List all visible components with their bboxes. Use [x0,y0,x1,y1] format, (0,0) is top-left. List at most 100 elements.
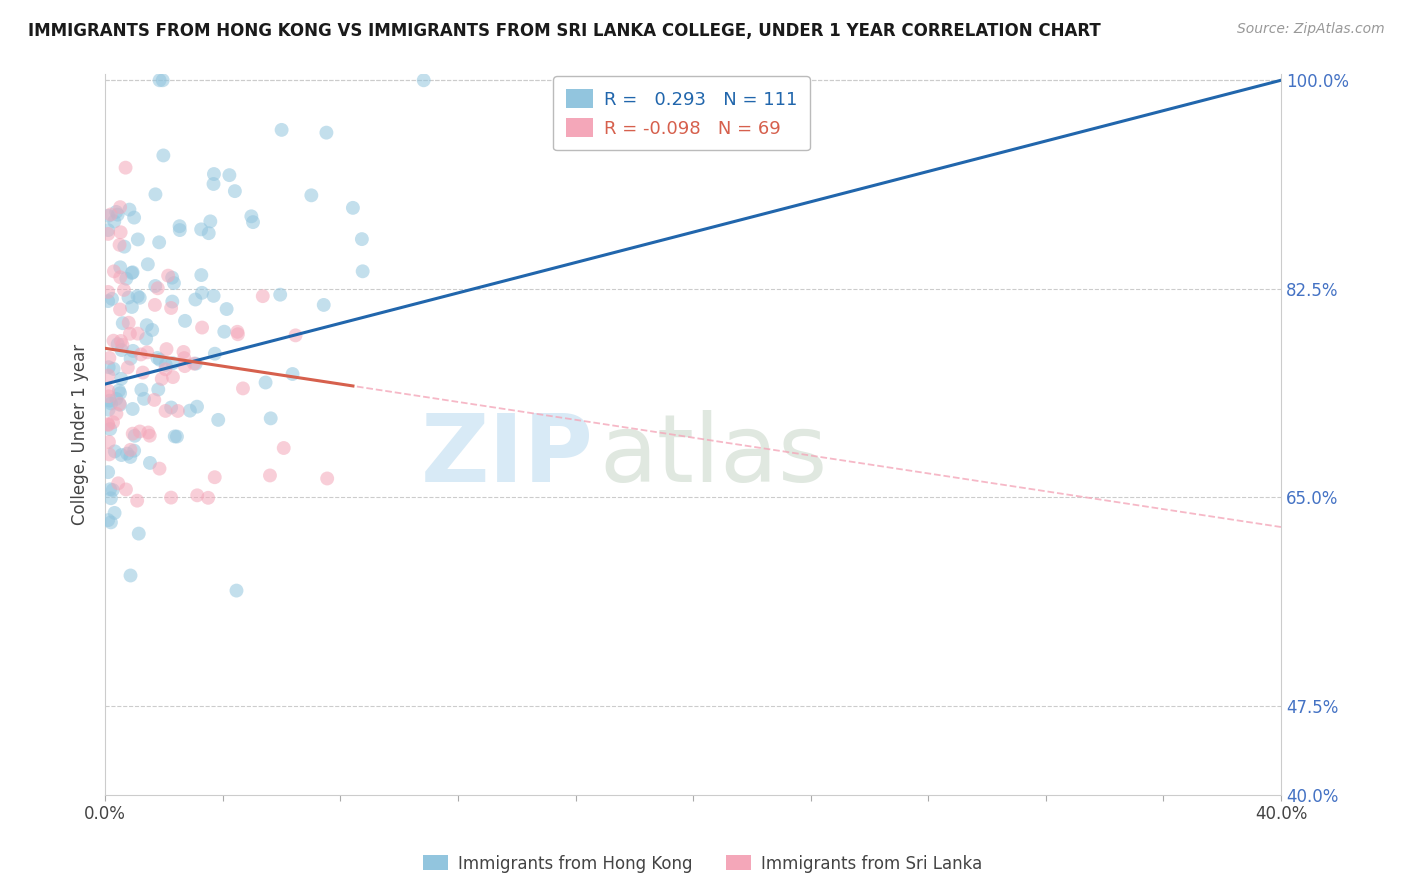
Point [136,257,159,271]
Point [108,384,131,398]
Point [225,583,247,598]
Point [152,148,174,162]
Point [101,483,124,497]
Point [186,400,208,414]
Point [97,223,120,237]
Point [202,167,225,181]
Point [100,491,122,506]
Point [179,403,201,417]
Point [226,327,249,342]
Point [107,337,129,351]
Point [120,568,142,582]
Point [204,347,226,361]
Point [100,516,122,530]
Point [136,425,159,440]
Point [98,422,121,436]
Point [183,357,205,371]
Point [105,205,128,219]
Point [108,398,131,412]
Point [146,351,169,365]
Point [122,211,145,225]
Point [316,471,339,485]
Point [173,351,195,365]
Point [128,526,150,541]
Point [148,235,170,250]
Point [148,383,170,397]
Point [191,285,214,300]
Point [214,325,236,339]
Point [350,232,373,246]
Point [162,356,184,370]
Point [242,215,264,229]
Point [150,372,173,386]
Point [202,177,225,191]
Point [254,376,277,390]
Point [111,338,134,352]
Point [197,491,219,505]
Point [121,300,143,314]
Point [190,222,212,236]
Point [118,202,141,217]
Point [97,389,120,403]
Point [127,232,149,246]
Point [107,208,129,222]
Point [120,351,142,366]
Point [184,293,207,307]
Point [184,357,207,371]
Point [101,415,124,429]
Point [273,441,295,455]
Point [240,210,263,224]
Text: Source: ZipAtlas.com: Source: ZipAtlas.com [1237,22,1385,37]
Point [155,404,177,418]
Point [166,429,188,443]
Point [127,289,149,303]
Point [259,468,281,483]
Point [118,316,141,330]
Point [110,448,132,462]
Point [269,287,291,301]
Point [110,225,132,239]
Point [97,384,120,398]
Point [117,291,139,305]
Point [155,358,177,372]
Point [122,443,145,458]
Point [136,345,159,359]
Point [108,386,131,401]
Point [207,413,229,427]
Point [120,450,142,464]
Point [218,168,240,182]
Point [97,465,120,479]
Point [135,332,157,346]
Point [98,351,121,365]
Point [132,392,155,406]
Point [100,396,122,410]
Point [135,318,157,333]
Point [97,360,120,375]
Point [97,513,120,527]
Point [121,266,143,280]
Point [160,301,183,315]
Point [204,470,226,484]
Point [412,73,434,87]
Point [108,200,131,214]
Point [155,342,177,356]
Point [97,417,120,432]
Point [299,188,322,202]
Point [104,444,127,458]
Point [98,447,121,461]
Point [197,226,219,240]
Text: IMMIGRANTS FROM HONG KONG VS IMMIGRANTS FROM SRI LANKA COLLEGE, UNDER 1 YEAR COR: IMMIGRANTS FROM HONG KONG VS IMMIGRANTS … [28,22,1101,40]
Point [145,187,167,202]
Point [103,214,125,228]
Point [110,260,132,275]
Point [108,237,131,252]
Y-axis label: College, Under 1 year: College, Under 1 year [72,344,89,525]
Point [115,483,138,497]
Point [141,323,163,337]
Point [128,425,150,439]
Point [97,209,120,223]
Point [148,73,170,87]
Point [97,434,120,449]
Point [110,270,132,285]
Point [98,393,121,408]
